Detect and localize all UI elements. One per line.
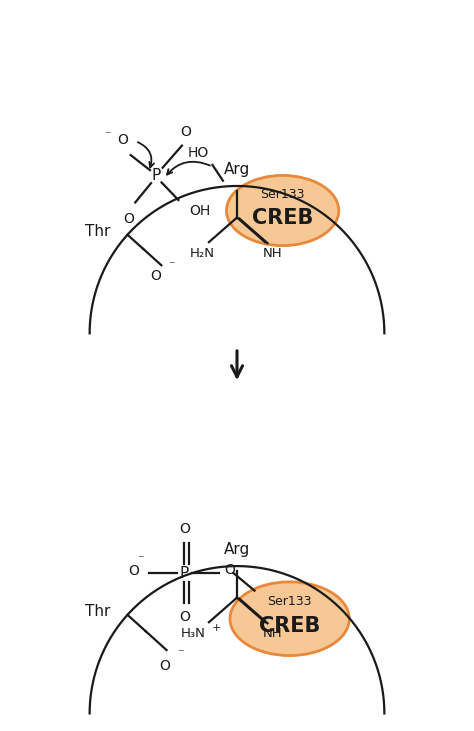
Text: CREB: CREB bbox=[252, 208, 313, 227]
Text: +: + bbox=[212, 623, 221, 633]
Text: O: O bbox=[225, 564, 236, 577]
Text: ⁻: ⁻ bbox=[137, 553, 144, 567]
Text: NH: NH bbox=[262, 247, 282, 260]
FancyArrowPatch shape bbox=[138, 142, 154, 167]
Text: Ser133: Ser133 bbox=[260, 189, 305, 201]
Text: Thr: Thr bbox=[84, 224, 110, 239]
Text: P: P bbox=[152, 168, 161, 183]
Text: O: O bbox=[128, 564, 139, 578]
Text: O: O bbox=[179, 522, 190, 537]
Ellipse shape bbox=[227, 175, 339, 246]
Text: NH: NH bbox=[262, 627, 282, 640]
Text: ⁻: ⁻ bbox=[168, 259, 175, 272]
Text: O: O bbox=[151, 270, 162, 284]
Text: P: P bbox=[180, 566, 189, 580]
Text: O: O bbox=[179, 610, 190, 624]
Text: O: O bbox=[123, 212, 134, 227]
Text: O: O bbox=[159, 659, 170, 673]
Text: Ser133: Ser133 bbox=[267, 595, 312, 608]
Text: O: O bbox=[118, 133, 128, 148]
Text: O: O bbox=[181, 124, 191, 139]
Text: Arg: Arg bbox=[224, 542, 250, 557]
Text: Arg: Arg bbox=[224, 162, 250, 177]
Text: Thr: Thr bbox=[84, 604, 110, 619]
Text: CREB: CREB bbox=[259, 616, 320, 637]
Ellipse shape bbox=[230, 582, 349, 656]
Text: HO: HO bbox=[188, 145, 209, 159]
Text: OH: OH bbox=[190, 203, 211, 218]
Text: H₃N: H₃N bbox=[181, 627, 205, 640]
Text: H₂N: H₂N bbox=[190, 247, 214, 260]
Text: ⁻: ⁻ bbox=[104, 129, 110, 142]
FancyArrowPatch shape bbox=[167, 162, 210, 175]
Text: ⁻: ⁻ bbox=[177, 647, 184, 660]
